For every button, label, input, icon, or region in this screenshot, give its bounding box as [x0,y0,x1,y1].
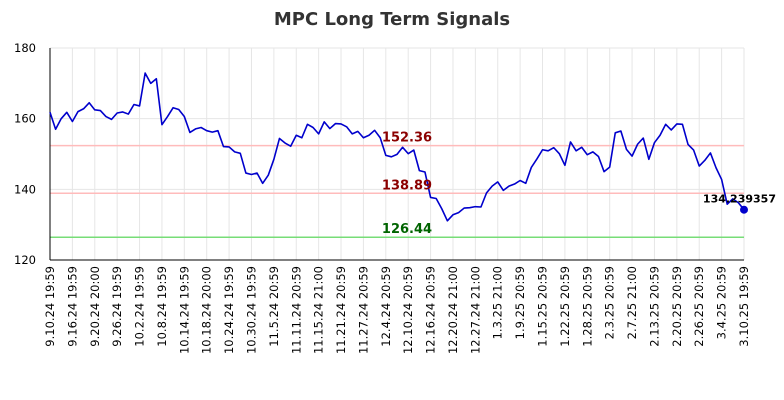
x-tick-label: 9.16.24 19:59 [65,266,79,347]
x-tick-label: 1.22.25 20:59 [558,266,572,347]
x-tick-label: 12.10.24 20:59 [401,266,415,354]
x-tick-label: 2.13.25 20:59 [647,266,661,347]
reference-line-label: 126.44 [382,222,432,237]
x-tick-label: 10.24.24 19:59 [222,266,236,354]
x-tick-label: 11.27.24 20:59 [356,266,370,354]
x-tick-label: 9.10.24 19:59 [43,266,57,347]
axes: 120 140 160 180 9.10.24 19:59 9.16.24 19:59 9.… [14,41,751,354]
x-tick-label: 9.20.24 20:00 [88,266,102,347]
x-tick-label: 10.30.24 19:59 [244,266,258,354]
reference-line-label: 152.36 [382,131,432,146]
x-tick-label: 1.28.25 20:59 [580,266,594,347]
series-line [49,72,745,222]
y-tick-label: 180 [14,41,36,55]
x-tick-label: 10.8.24 19:59 [155,266,169,347]
x-tick-label: 12.27.24 21:00 [468,266,482,354]
x-tick-label: 12.4.24 20:59 [379,266,393,347]
x-tick-label: 11.21.24 20:59 [334,266,348,354]
series-layer [49,72,748,222]
x-tick-label: 12.20.24 21:00 [446,266,460,354]
last-value-marker [740,205,748,214]
x-tick-label: 2.26.25 20:59 [692,266,706,347]
chart-title: MPC Long Term Signals [274,9,510,30]
x-tick-label: 1.15.25 20:59 [536,266,550,347]
y-tick-label: 140 [14,182,36,196]
x-tick-label: 3.4.25 20:59 [715,266,729,339]
x-tick-label: 2.3.25 20:59 [603,266,617,339]
x-tick-label: 11.11.24 20:59 [289,266,303,354]
x-tick-label: 11.5.24 20:59 [267,266,281,347]
y-tick-label: 120 [14,253,36,267]
reference-lines [50,144,744,238]
x-tick-label: 10.18.24 20:00 [200,266,214,354]
x-tick-label: 1.3.25 21:00 [491,266,505,339]
x-tick-label: 2.7.25 21:00 [625,266,639,339]
x-tick-label: 2.20.25 20:59 [670,266,684,347]
x-tick-label: 1.9.25 20:59 [513,266,527,339]
y-tick-label: 160 [14,112,36,126]
x-tick-label: 9.26.24 19:59 [110,266,124,347]
labels-layer: 152.36 138.89 126.44 134.239357 [382,131,776,238]
x-tick-label: 11.15.24 21:00 [312,266,326,354]
x-tick-label: 10.2.24 19:59 [133,266,147,347]
x-tick-label: 3.10.25 19:59 [737,266,751,347]
x-tick-label: 10.14.24 19:59 [177,266,191,354]
last-value-label: 134.239357 [703,193,776,206]
x-tick-label: 12.16.24 20:59 [424,266,438,354]
reference-line-label: 138.89 [382,178,432,193]
